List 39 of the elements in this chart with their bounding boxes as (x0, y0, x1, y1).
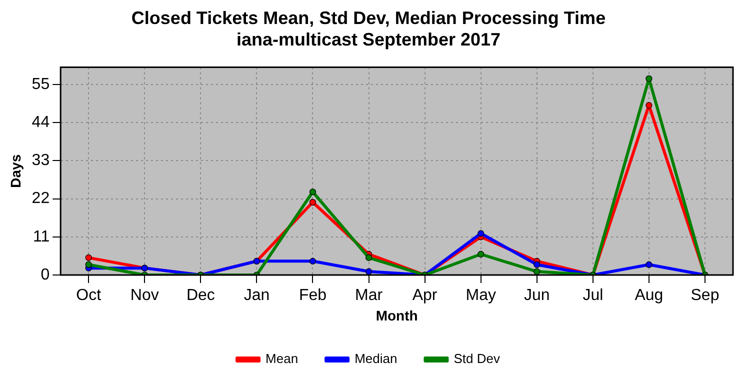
y-tick-label: 55 (32, 76, 50, 93)
y-tick-label: 33 (32, 152, 50, 170)
point (478, 250, 484, 258)
point (85, 261, 92, 268)
x-tick-label: Aug (634, 287, 664, 304)
point (365, 254, 372, 261)
x-tick-label: Jul (582, 287, 604, 304)
y-tick-label: 0 (40, 266, 50, 284)
x-tick-label: Apr (412, 287, 438, 304)
point (85, 254, 92, 261)
x-axis-title: Month (376, 307, 418, 324)
x-tick-label: Mar (355, 287, 384, 304)
y-tick-label: 22 (32, 190, 50, 208)
y-tick-label: 44 (32, 114, 50, 132)
point (309, 188, 316, 196)
x-tick-label: Feb (298, 287, 327, 304)
x-tick-label: Jun (524, 287, 550, 304)
point (365, 268, 372, 275)
x-tick-label: May (466, 287, 496, 304)
y-tick-label: 11 (32, 228, 50, 246)
point (309, 258, 316, 264)
point (646, 102, 652, 109)
point (534, 268, 540, 275)
point (646, 261, 652, 268)
x-tick-label: Oct (76, 287, 102, 304)
legend-label: Std Dev (454, 351, 500, 366)
x-tick-label: Sep (690, 287, 720, 304)
legend-label: Mean (266, 351, 298, 366)
chart-title: Closed Tickets Mean, Std Dev, Median Processing Time (131, 8, 606, 28)
point (309, 198, 316, 206)
x-tick-label: Jan (244, 287, 270, 304)
point (646, 75, 652, 82)
chart-subtitle: iana-multicast September 2017 (236, 29, 501, 50)
point (534, 261, 540, 268)
x-tick-label: Dec (186, 287, 215, 304)
x-tick-label: Nov (130, 287, 159, 304)
legend-label: Median (354, 351, 398, 366)
point (478, 230, 484, 237)
y-axis-title: Days (7, 154, 24, 188)
